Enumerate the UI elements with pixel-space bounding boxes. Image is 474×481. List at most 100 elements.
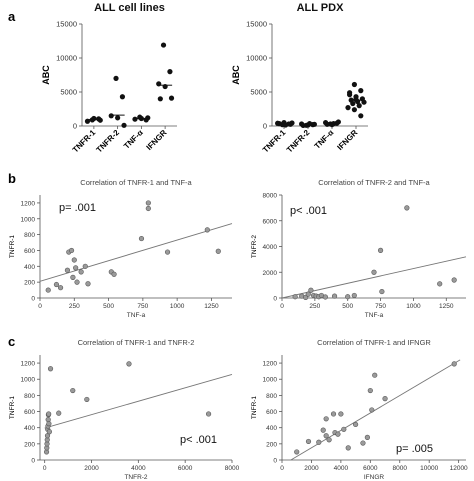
y-tick-label: 6000 [263,218,278,225]
y-tick-label: 4000 [263,244,278,251]
x-tick-label: 0 [43,465,47,472]
data-point [73,265,79,271]
x-axis-label: TNF-a [127,312,146,319]
x-tick-label: 10000 [420,465,438,472]
category-label: TNFR-2 [95,128,122,155]
data-point [215,248,221,254]
y-tick-label: 10000 [246,54,267,63]
data-point [204,227,210,233]
x-tick-label: 2000 [304,465,319,472]
chart-title: Correlation of TNFR-1 and IFNGR [317,338,431,347]
data-point [71,257,77,263]
data-point [57,285,64,291]
data-point [132,116,138,122]
x-tick-label: 1000 [406,303,421,310]
y-tick-label: 200 [24,441,35,448]
x-tick-label: 250 [309,303,320,310]
data-point [338,411,344,417]
data-point [320,427,326,433]
data-point [115,115,121,121]
data-point [205,411,212,417]
y-tick-label: 10000 [56,54,77,63]
data-point [323,433,329,439]
panel-label-a: a [8,9,16,24]
data-point [347,92,353,98]
y-tick-label: 0 [263,122,267,131]
chart-title: ALL cell lines [94,2,165,14]
y-tick-label: 400 [24,264,35,271]
data-point [353,421,359,428]
category-label: TNF-α [313,128,336,151]
y-axis-label: TNFR-1 [9,396,16,419]
x-tick-label: 2000 [84,465,99,472]
y-axis-label: TNFR-1 [9,235,16,258]
x-tick-label: 500 [103,303,114,310]
data-point [46,411,52,417]
y-tick-label: 600 [266,409,277,416]
x-tick-label: 1250 [204,303,219,310]
data-point [64,267,71,273]
data-point [360,440,366,446]
panel-label-c: c [8,334,15,349]
data-point [74,279,80,285]
chart-title: ALL PDX [297,2,345,14]
x-tick-label: 750 [375,303,386,310]
data-point [358,88,364,94]
x-tick-label: 0 [280,465,284,472]
data-point [451,277,457,283]
data-point [404,205,410,211]
x-tick-label: 0 [38,303,42,310]
data-point [335,431,341,437]
x-tick-label: 6000 [363,465,378,472]
y-tick-label: 5000 [250,88,267,97]
charts-group: ALL cell lines050001000015000ABCTNFR-1TN… [9,2,468,481]
data-point [351,107,357,113]
data-point [167,69,173,75]
category-label: TNFR-1 [71,128,98,155]
x-tick-label: 500 [342,303,353,310]
category-label: TNFR-2 [285,128,312,155]
p-value-annotation: p= .005 [396,443,433,455]
x-tick-label: 250 [69,303,80,310]
y-tick-label: 1200 [263,361,278,368]
data-point [316,439,322,445]
data-point [145,115,151,121]
y-tick-label: 1000 [263,377,278,384]
chart-title: Correlation of TNFR-2 and TNF-a [318,178,430,187]
category-label: TNF-α [122,128,145,151]
data-point [308,287,314,293]
data-point [379,288,385,295]
data-point [350,100,356,107]
data-point [145,205,151,212]
x-tick-label: 12000 [450,465,468,472]
chart-2: Correlation of TNFR-1 and TNF-a 0 200 400 60… [9,178,233,319]
data-point [323,416,329,422]
data-point [138,235,145,242]
data-point [145,200,151,206]
data-point [56,410,62,416]
data-point [324,121,330,127]
p-value-annotation: p< .001 [290,205,327,217]
y-tick-label: 0 [273,296,277,303]
data-point [53,281,60,288]
y-tick-label: 2000 [263,270,278,277]
y-tick-label: 0 [31,296,35,303]
data-point [353,96,359,103]
panel-label-b: b [8,171,16,186]
y-tick-label: 600 [24,409,35,416]
y-tick-label: 200 [24,280,35,287]
p-value-annotation: p= .001 [59,202,96,214]
data-point [113,75,119,81]
data-point [331,293,338,299]
x-axis-label: TNFR-2 [124,474,147,481]
y-tick-label: 400 [24,425,35,432]
data-point [283,122,289,128]
data-point [356,103,362,109]
data-point [351,81,357,88]
data-point [351,292,357,299]
data-point [289,120,295,126]
data-point [361,99,367,105]
fit-line [39,223,233,282]
x-tick-label: 8000 [225,465,240,472]
